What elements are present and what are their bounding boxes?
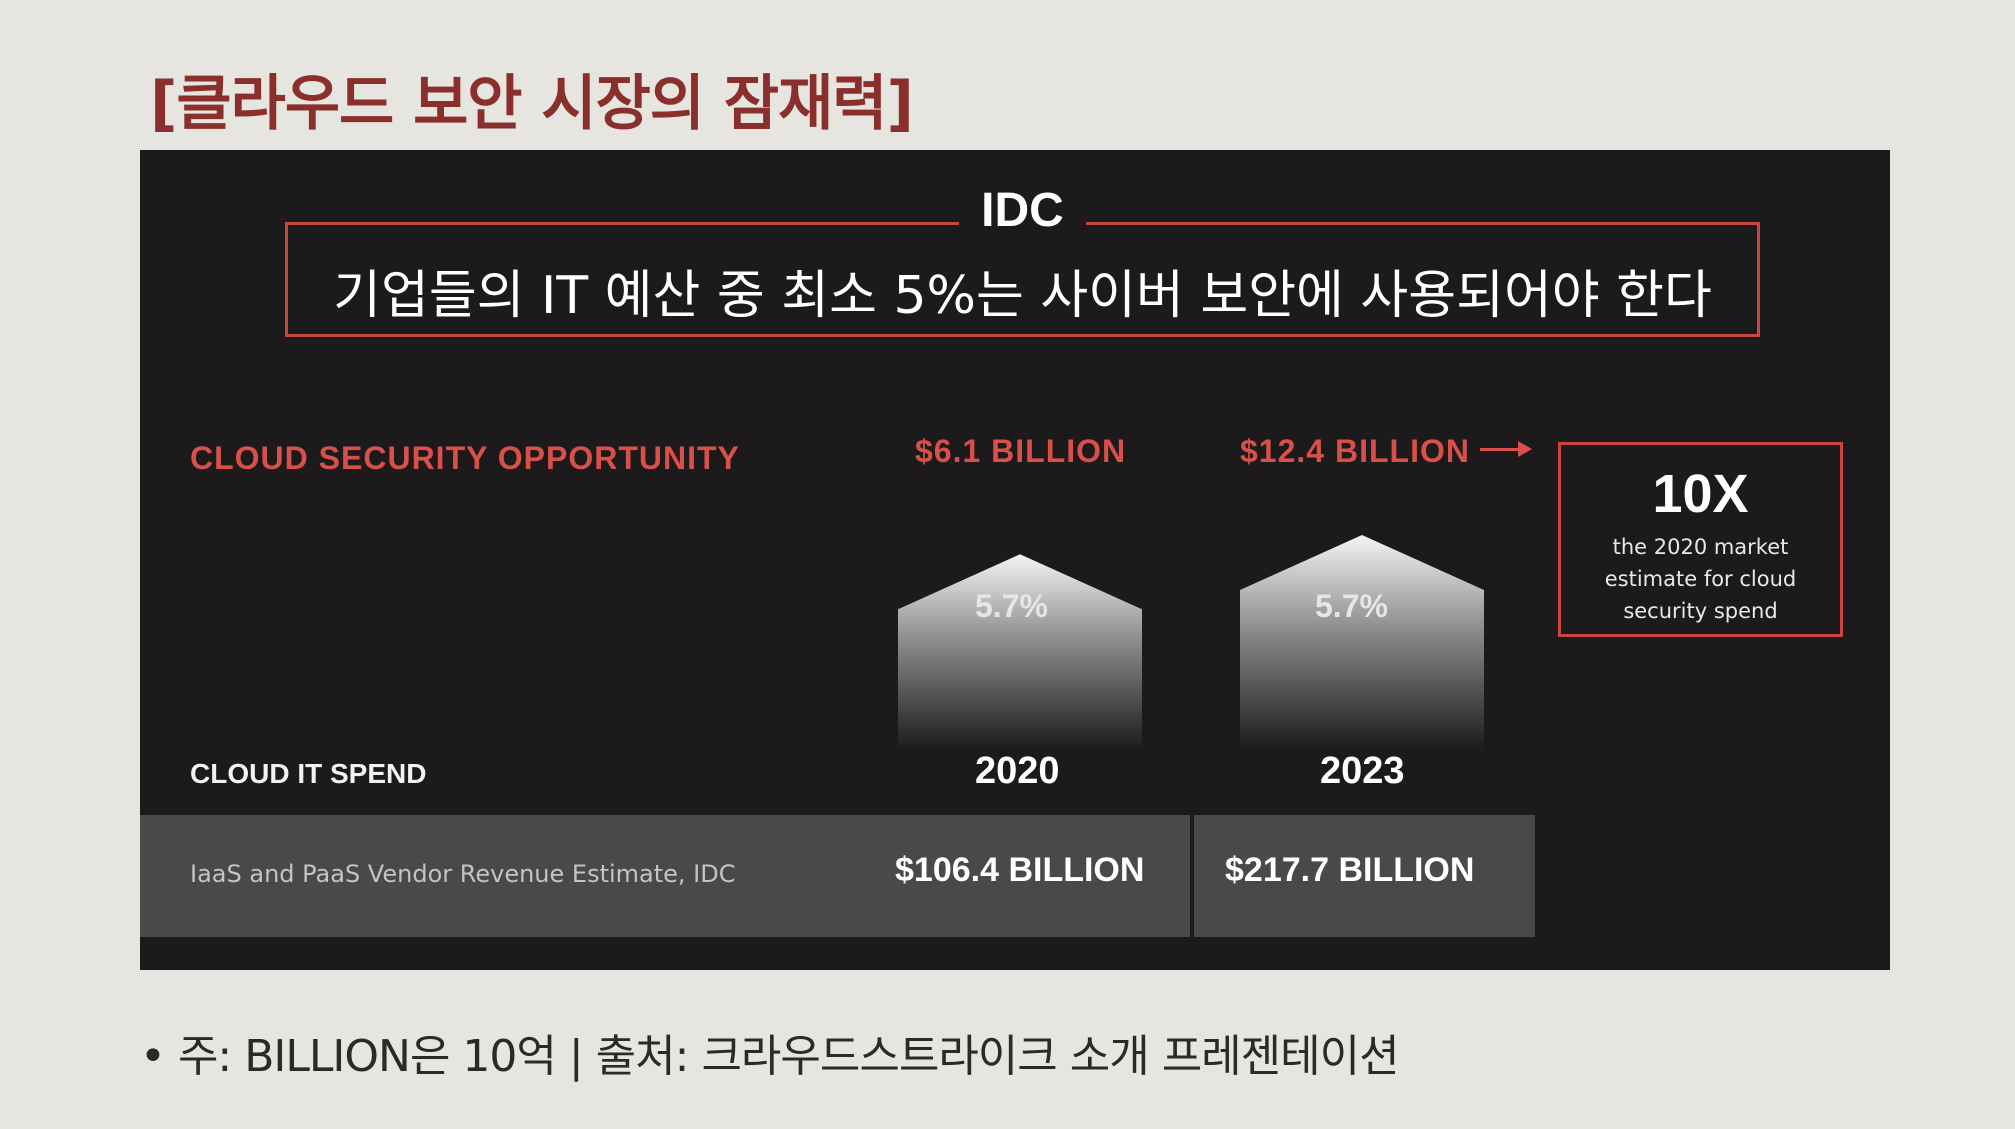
idc-label: IDC (288, 183, 1757, 238)
year-label-2020: 2020 (975, 750, 1060, 792)
idc-quote-box: IDC 기업들의 IT 예산 중 최소 5%는 사이버 보안에 사용되어야 한다 (285, 184, 1760, 337)
spend-source: IaaS and PaaS Vendor Revenue Estimate, I… (190, 860, 736, 888)
footnote: • 주: BILLION은 10억 | 출처: 크라우드스트라이크 소개 프레젠… (140, 1031, 1400, 1082)
idc-label-text: IDC (959, 184, 1086, 237)
infographic-panel: IDC 기업들의 IT 예산 중 최소 5%는 사이버 보안에 사용되어야 한다… (140, 150, 1890, 970)
multiplier-value: 10X (1652, 464, 1749, 524)
row-divider (1190, 815, 1194, 937)
multiplier-box: 10X the 2020 market estimate for cloud s… (1558, 442, 1843, 637)
spend-value-2023: $217.7 BILLION (1225, 851, 1475, 889)
bar-2023 (1240, 535, 1484, 750)
chart-title: CLOUD SECURITY OPPORTUNITY (190, 440, 740, 476)
page-title: [클라우드 보안 시장의 잠재력] (150, 69, 914, 139)
opportunity-label-2023: $12.4 BILLION (1240, 433, 1470, 469)
share-label-2020: 5.7% (975, 588, 1048, 624)
share-label-2023: 5.7% (1315, 588, 1388, 624)
multiplier-description: the 2020 market estimate for cloud secur… (1604, 535, 1797, 623)
bar-2020 (898, 554, 1142, 750)
spend-title: CLOUD IT SPEND (190, 758, 427, 789)
arrow-right-icon (1480, 441, 1532, 457)
spend-value-2020: $106.4 BILLION (895, 851, 1145, 889)
opportunity-label-2020: $6.1 BILLION (915, 433, 1127, 469)
bar-chart (898, 535, 1484, 750)
year-label-2023: 2023 (1320, 750, 1405, 792)
spend-row: IaaS and PaaS Vendor Revenue Estimate, I… (140, 815, 1535, 937)
idc-quote: 기업들의 IT 예산 중 최소 5%는 사이버 보안에 사용되어야 한다 (333, 266, 1712, 326)
